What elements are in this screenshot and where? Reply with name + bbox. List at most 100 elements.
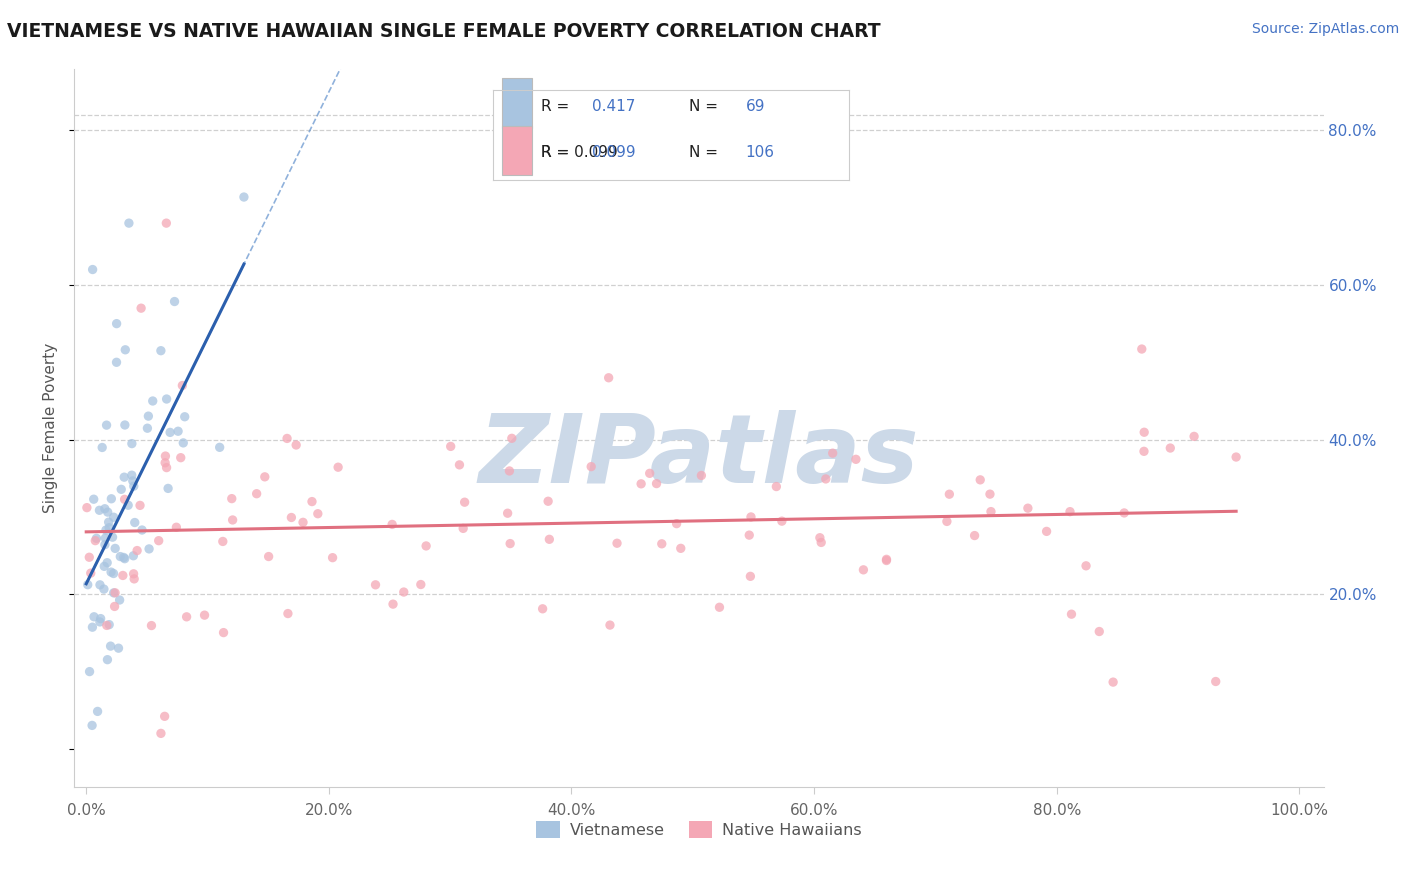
Point — [82, 718, 104, 732]
Point — [364, 578, 387, 592]
Point — [110, 549, 132, 564]
Point — [738, 528, 761, 542]
Point — [963, 528, 986, 542]
Point — [96, 556, 118, 570]
Point — [94, 538, 117, 552]
Point — [155, 460, 177, 475]
Point — [167, 424, 190, 438]
Point — [326, 460, 349, 475]
Point — [101, 530, 124, 544]
Point — [82, 262, 104, 277]
Point — [117, 498, 139, 512]
Point — [277, 607, 299, 621]
Point — [129, 301, 152, 315]
Point — [1205, 674, 1227, 689]
Point — [501, 431, 523, 445]
Point — [93, 582, 115, 596]
Point — [765, 479, 787, 493]
Point — [292, 516, 315, 530]
Point — [173, 409, 195, 424]
Point — [690, 468, 713, 483]
Point — [669, 541, 692, 556]
Point — [498, 464, 520, 478]
Point — [118, 216, 141, 230]
Point — [114, 417, 136, 432]
Point — [89, 578, 111, 592]
Point — [79, 665, 101, 679]
Point — [89, 615, 111, 629]
Point — [979, 487, 1001, 501]
Point — [1060, 607, 1083, 622]
Point — [97, 505, 120, 519]
Point — [1225, 450, 1247, 464]
Point — [1133, 425, 1156, 440]
Point — [138, 409, 160, 424]
Point — [969, 473, 991, 487]
Point — [645, 476, 668, 491]
Point — [155, 216, 177, 230]
Text: VIETNAMESE VS NATIVE HAWAIIAN SINGLE FEMALE POVERTY CORRELATION CHART: VIETNAMESE VS NATIVE HAWAIIAN SINGLE FEM… — [7, 22, 880, 41]
Point — [136, 421, 159, 435]
Point — [875, 553, 897, 567]
Point — [211, 534, 233, 549]
Point — [599, 618, 621, 632]
Point — [121, 436, 143, 450]
Point — [108, 593, 131, 607]
Point — [110, 483, 132, 497]
Point — [709, 600, 731, 615]
Point — [94, 523, 117, 537]
Point — [221, 513, 243, 527]
Point — [149, 726, 172, 740]
Point — [1035, 524, 1057, 539]
Legend: Vietnamese, Native Hawaiians: Vietnamese, Native Hawaiians — [530, 815, 868, 844]
Point — [381, 517, 404, 532]
Point — [103, 566, 125, 581]
Point — [83, 609, 105, 624]
Point — [98, 617, 121, 632]
Point — [96, 653, 118, 667]
Point — [598, 370, 620, 384]
Point — [453, 495, 475, 509]
Point — [212, 625, 235, 640]
Point — [665, 516, 688, 531]
Point — [105, 317, 128, 331]
Point — [810, 535, 832, 549]
Point — [98, 521, 121, 535]
Point — [409, 577, 432, 591]
Point — [415, 539, 437, 553]
Point — [141, 618, 163, 632]
Point — [100, 491, 122, 506]
Point — [114, 551, 136, 566]
Point — [112, 470, 135, 484]
Point — [148, 533, 170, 548]
Point — [94, 501, 117, 516]
Point — [172, 436, 194, 450]
Point — [76, 577, 98, 591]
Point — [257, 549, 280, 564]
Point — [499, 536, 522, 550]
Point — [579, 459, 602, 474]
Point — [808, 531, 831, 545]
Point — [852, 563, 875, 577]
Point — [322, 550, 344, 565]
Point — [176, 610, 198, 624]
Point — [103, 586, 125, 600]
Point — [84, 533, 107, 548]
Point — [114, 492, 136, 507]
Point — [1133, 444, 1156, 458]
Point — [86, 532, 108, 546]
Point — [531, 602, 554, 616]
Point — [122, 479, 145, 493]
Point — [96, 618, 118, 632]
Point — [100, 639, 122, 653]
Point — [1059, 505, 1081, 519]
Point — [451, 521, 474, 535]
Point — [280, 510, 302, 524]
Point — [107, 641, 129, 656]
Y-axis label: Single Female Poverty: Single Female Poverty — [44, 343, 58, 513]
Point — [104, 541, 127, 556]
Point — [651, 537, 673, 551]
Point — [82, 620, 104, 634]
Point — [129, 499, 152, 513]
Point — [131, 523, 153, 537]
